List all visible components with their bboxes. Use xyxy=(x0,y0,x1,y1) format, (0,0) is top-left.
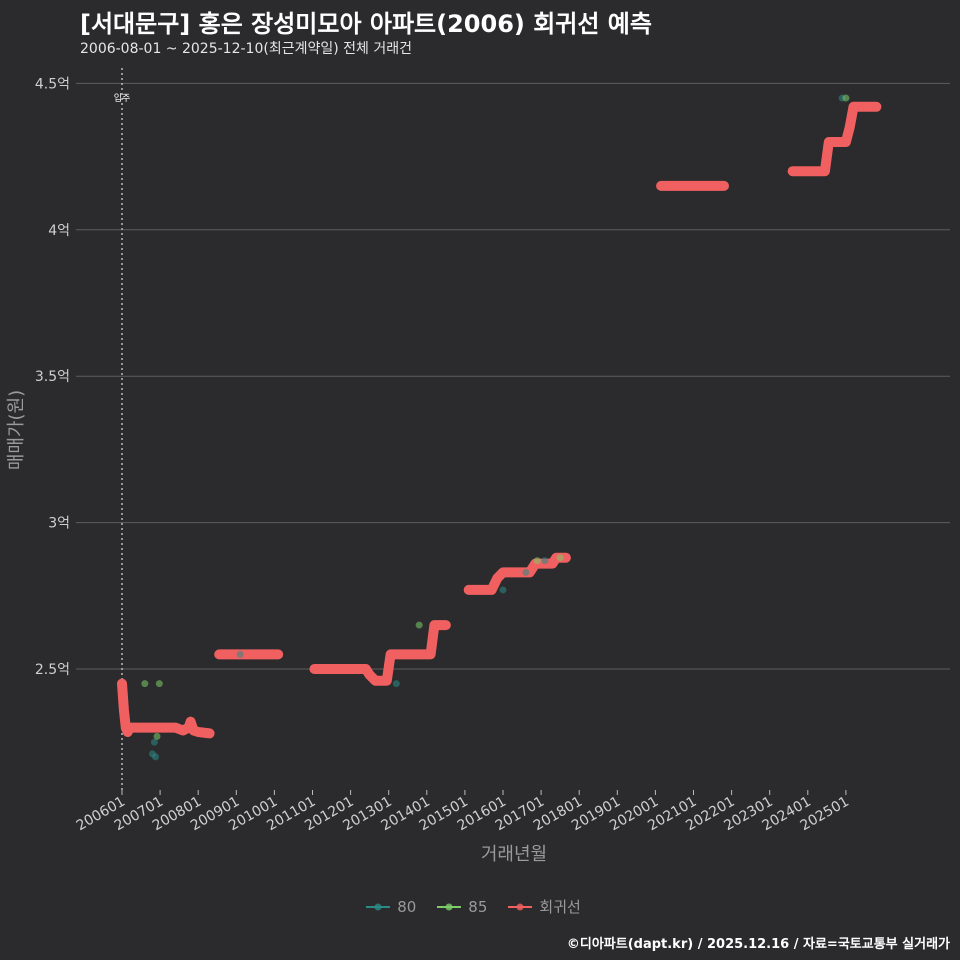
y-axis-label: 매매가(원) xyxy=(6,390,27,470)
legend-swatch xyxy=(366,903,391,910)
point-80 xyxy=(150,738,158,746)
point-85 xyxy=(533,557,541,565)
regression-segment xyxy=(117,678,215,739)
source-caption: ©디아파트(dapt.kr) / 2025.12.16 / 자료=국토교통부 실… xyxy=(566,937,950,952)
point-85 xyxy=(141,680,149,688)
point-80 xyxy=(522,568,530,576)
point-85 xyxy=(415,621,423,629)
regression-segment xyxy=(787,101,882,177)
legend: 80 85 회귀선 xyxy=(0,896,960,917)
point-80 xyxy=(392,680,400,688)
point-80 xyxy=(152,753,160,761)
y-tick-label: 4억 xyxy=(48,223,70,239)
legend-swatch xyxy=(437,903,462,910)
point-80 xyxy=(236,650,244,658)
regression-series xyxy=(117,101,882,739)
chart-title: [서대문구] 홍은 장성미모아 아파트(2006) 회귀선 예측 xyxy=(80,10,652,38)
regression-segment xyxy=(463,552,571,595)
x-axis-label: 거래년월 xyxy=(481,844,547,865)
legend-item-s80: 80 xyxy=(365,897,416,917)
point-85 xyxy=(155,680,163,688)
y-tick-label: 3억 xyxy=(48,516,70,532)
legend-item-regression: 회귀선 xyxy=(507,896,581,917)
regression-segment xyxy=(309,620,451,686)
legend-label: 85 xyxy=(468,897,488,916)
grid-lines xyxy=(76,82,950,670)
chart-subtitle: 2006-08-01 ~ 2025-12-10(최근계약일) 전체 거래건 xyxy=(80,41,412,57)
legend-label: 80 xyxy=(397,897,417,916)
scatter-points xyxy=(141,94,850,761)
point-80 xyxy=(499,586,507,594)
y-tick-label: 2.5억 xyxy=(35,662,70,678)
move-in-label: 입주 xyxy=(114,92,131,104)
y-tick-label: 3.5억 xyxy=(35,369,70,385)
legend-label: 회귀선 xyxy=(539,898,581,916)
legend-swatch xyxy=(508,903,533,910)
axes: 2.5억3억3.5억4억4.5억200601200701200801200901… xyxy=(35,76,852,834)
point-85 xyxy=(842,94,850,102)
point-85 xyxy=(556,554,564,562)
move-in-marker: 입주 xyxy=(114,68,131,790)
legend-item-s85: 85 xyxy=(436,897,487,917)
point-85 xyxy=(153,732,161,740)
point-80 xyxy=(541,557,549,565)
y-tick-label: 4.5억 xyxy=(35,76,70,92)
